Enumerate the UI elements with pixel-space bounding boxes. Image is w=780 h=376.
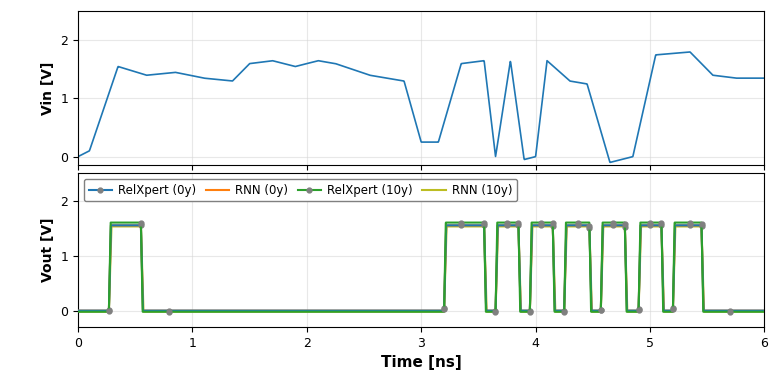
RelXpert (0y) xyxy=(73,308,83,313)
RelXpert (10y) xyxy=(73,309,83,314)
RelXpert (10y) xyxy=(250,309,260,314)
RelXpert (10y) xyxy=(98,309,108,314)
RelXpert (10y) xyxy=(760,309,769,314)
RelXpert (0y) xyxy=(250,308,260,313)
RNN (10y) xyxy=(760,309,769,314)
RelXpert (0y) xyxy=(201,308,211,313)
Line: RelXpert (10y): RelXpert (10y) xyxy=(76,220,767,314)
RelXpert (10y) xyxy=(732,309,742,314)
RNN (10y) xyxy=(201,309,211,314)
Line: RelXpert (0y): RelXpert (0y) xyxy=(76,223,767,313)
RelXpert (0y) xyxy=(130,223,140,227)
RNN (0y) xyxy=(106,223,115,227)
RNN (10y) xyxy=(107,224,116,229)
RNN (0y) xyxy=(130,223,140,227)
RelXpert (0y) xyxy=(281,308,290,313)
RelXpert (10y) xyxy=(281,309,290,314)
RelXpert (10y) xyxy=(106,220,115,225)
RNN (0y) xyxy=(98,308,108,313)
RelXpert (0y) xyxy=(760,308,769,313)
RNN (10y) xyxy=(732,309,742,314)
RelXpert (0y) xyxy=(98,308,108,313)
Y-axis label: Vout [V]: Vout [V] xyxy=(41,218,55,282)
RNN (10y) xyxy=(98,309,108,314)
RNN (0y) xyxy=(760,308,769,313)
Legend: RelXpert (0y), RNN (0y), RelXpert (10y), RNN (10y): RelXpert (0y), RNN (0y), RelXpert (10y),… xyxy=(84,179,517,202)
RNN (0y) xyxy=(201,308,211,313)
RNN (0y) xyxy=(732,308,742,313)
X-axis label: Time [ns]: Time [ns] xyxy=(381,355,462,370)
RelXpert (10y) xyxy=(201,309,211,314)
RNN (0y) xyxy=(73,308,83,313)
RelXpert (0y) xyxy=(106,223,115,227)
RNN (0y) xyxy=(250,308,260,313)
Line: RNN (10y): RNN (10y) xyxy=(78,226,764,312)
RNN (10y) xyxy=(281,309,290,314)
RNN (10y) xyxy=(73,309,83,314)
Y-axis label: Vin [V]: Vin [V] xyxy=(41,62,55,115)
RelXpert (10y) xyxy=(130,220,140,225)
RNN (10y) xyxy=(250,309,260,314)
RNN (10y) xyxy=(130,224,140,229)
RNN (0y) xyxy=(281,308,290,313)
RelXpert (0y) xyxy=(732,308,742,313)
Line: RNN (0y): RNN (0y) xyxy=(78,225,764,311)
